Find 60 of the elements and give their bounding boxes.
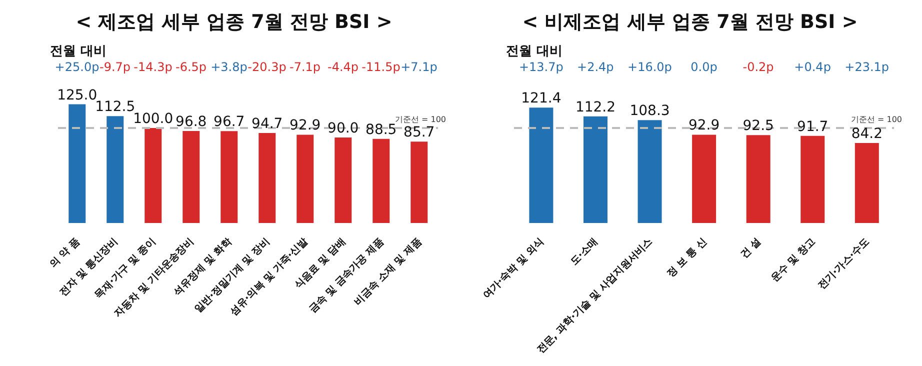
data-label: 112.2 <box>575 99 616 116</box>
x-tick-label: 운수 및 창고 <box>769 236 818 284</box>
bar <box>410 142 428 223</box>
data-label: 92.9 <box>688 118 720 134</box>
bar <box>68 104 86 223</box>
data-label: 92.9 <box>290 118 321 134</box>
text: -9.7p <box>99 60 131 74</box>
text: +0.4p <box>794 60 831 74</box>
bar <box>638 120 662 223</box>
text: -0.2p <box>742 60 774 74</box>
data-label: 96.8 <box>176 114 207 130</box>
ref-line-label: 기준선 = 100 <box>394 115 446 124</box>
data-label: 100.0 <box>133 111 174 127</box>
text: 전월 대비 <box>506 43 563 60</box>
bar <box>583 116 608 223</box>
bar <box>258 133 276 223</box>
data-label: 91.7 <box>797 118 828 135</box>
bar <box>220 131 238 223</box>
bar <box>800 136 825 223</box>
bar <box>746 135 770 223</box>
bar <box>106 116 124 223</box>
data-label: 121.4 <box>521 90 562 107</box>
bar <box>529 108 554 223</box>
text: +16.0p <box>628 60 672 74</box>
data-label: 84.2 <box>851 126 882 142</box>
data-label: 85.7 <box>404 124 435 141</box>
data-label: 108.3 <box>630 103 670 120</box>
bar <box>692 134 716 223</box>
text: 0.0p <box>690 60 718 74</box>
text: +13.7p <box>518 60 564 74</box>
text: +2.4p <box>577 60 614 74</box>
chart-title: < 비제조업 세부 업종 7월 전망 BSI > <box>521 10 859 35</box>
bar <box>372 138 390 223</box>
bar <box>296 134 314 223</box>
bar <box>144 128 162 223</box>
x-tick-label: 건 설 <box>738 236 764 261</box>
data-label: 94.7 <box>252 116 283 132</box>
data-label: 112.5 <box>95 99 136 116</box>
text: -7.1p <box>289 60 321 74</box>
text: -11.5p <box>362 60 400 74</box>
bar <box>334 138 352 223</box>
data-label: 90.0 <box>328 120 359 136</box>
text: +3.8p <box>210 60 248 74</box>
text: +23.1p <box>844 60 890 74</box>
bar <box>854 143 879 223</box>
data-label: 88.5 <box>366 122 397 138</box>
bar <box>182 131 200 223</box>
data-label: 125.0 <box>57 87 98 104</box>
x-tick-label: 정 보 통 신 <box>665 236 709 280</box>
text: 전월 대비 <box>50 43 107 60</box>
data-label: 96.7 <box>214 114 245 130</box>
text: +7.1p <box>400 60 438 74</box>
ref-line-label: 기준선 = 100 <box>850 115 902 124</box>
text: -4.4p <box>327 60 359 74</box>
text: -14.3p <box>134 60 172 74</box>
text: -6.5p <box>175 60 207 74</box>
chart-title: < 제조업 세부 업종 7월 전망 BSI > <box>74 10 394 35</box>
text: -20.3p <box>248 60 286 74</box>
data-label: 92.5 <box>742 118 774 134</box>
text: +25.0p <box>54 60 100 74</box>
